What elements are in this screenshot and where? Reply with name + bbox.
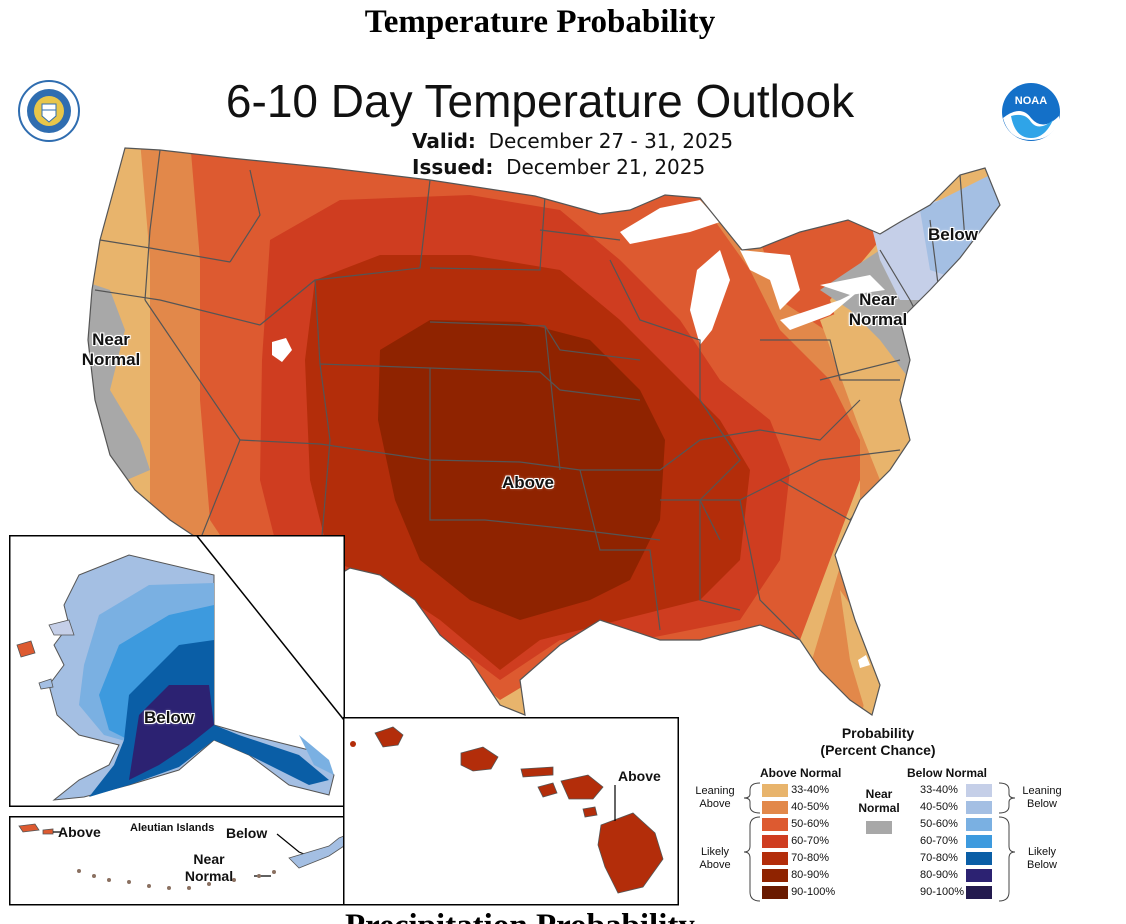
legend-range: 90-100% bbox=[791, 886, 836, 898]
aleutian-inset bbox=[9, 816, 345, 906]
legend-range: 50-60% bbox=[791, 818, 829, 830]
legend-swatch bbox=[762, 885, 788, 899]
issued-label: Issued: bbox=[412, 155, 494, 179]
legend-above-row: 33-40% bbox=[762, 783, 829, 797]
aleutian-above-label: Above bbox=[58, 824, 101, 840]
valid-label: Valid: bbox=[412, 129, 476, 153]
central-above-label: Above bbox=[502, 473, 554, 492]
noaa-logo-icon: NOAA bbox=[1002, 83, 1060, 141]
legend-swatch bbox=[966, 885, 992, 899]
legend-swatch bbox=[966, 817, 992, 831]
page-heading: Temperature Probability bbox=[364, 4, 716, 40]
commerce-seal-icon bbox=[18, 80, 80, 142]
legend-below-row: 50-60% bbox=[920, 817, 992, 831]
legend-brace-left-icon bbox=[743, 782, 761, 902]
legend-swatch bbox=[966, 868, 992, 882]
legend-brace-right-icon bbox=[998, 782, 1016, 902]
outlook-title: 6-10 Day Temperature Outlook bbox=[225, 75, 855, 127]
legend-near-normal-label: Near Normal bbox=[858, 787, 900, 815]
next-heading-text: Precipitation Probability bbox=[345, 910, 725, 924]
svg-text:NOAA: NOAA bbox=[1015, 95, 1047, 107]
legend-below-row: 40-50% bbox=[920, 800, 992, 814]
hawaii-above-label: Above bbox=[618, 768, 661, 784]
legend-swatch bbox=[762, 817, 788, 831]
legend-range: 90-100% bbox=[920, 886, 965, 898]
legend-range: 60-70% bbox=[920, 835, 958, 847]
legend-range: 60-70% bbox=[791, 835, 829, 847]
legend-likely-below: Likely Below bbox=[1027, 846, 1057, 871]
next-heading-fragment: Precipitation Probability bbox=[345, 910, 725, 924]
legend-above-row: 50-60% bbox=[762, 817, 829, 831]
legend-likely-above: Likely Above bbox=[699, 846, 731, 871]
legend-above-rows: 33-40% 40-50% 50-60% 60-70% 70-80% 80-90… bbox=[762, 783, 852, 903]
legend-range: 33-40% bbox=[791, 784, 829, 796]
northeast-near-normal-label: Near Normal bbox=[848, 290, 908, 329]
issued-line: Issued: December 21, 2025 bbox=[412, 155, 705, 179]
legend-swatch bbox=[762, 868, 788, 882]
west-near-normal-label: Near Normal bbox=[81, 330, 141, 369]
aleutian-title: Aleutian Islands bbox=[130, 822, 215, 834]
legend-below-row: 90-100% bbox=[920, 885, 992, 899]
legend-swatch bbox=[762, 834, 788, 848]
northeast-below-label: Below bbox=[927, 225, 979, 244]
legend-range: 70-80% bbox=[791, 852, 829, 864]
aleutian-near-normal-label: Near Normal bbox=[184, 851, 234, 884]
legend-above-header: Above Normal bbox=[760, 766, 842, 780]
legend-swatch bbox=[966, 834, 992, 848]
alaska-below-label: Below bbox=[143, 708, 195, 727]
legend-above-row: 80-90% bbox=[762, 868, 829, 882]
legend-above-row: 40-50% bbox=[762, 800, 829, 814]
legend-range: 50-60% bbox=[920, 818, 958, 830]
legend-above-row: 70-80% bbox=[762, 851, 829, 865]
legend-leaning-above: Leaning Above bbox=[695, 785, 735, 810]
legend-below-row: 70-80% bbox=[920, 851, 992, 865]
legend-swatch bbox=[966, 851, 992, 865]
legend-title: Probability (Percent Chance) bbox=[820, 725, 936, 758]
legend-below-rows: 33-40% 40-50% 50-60% 60-70% 70-80% 80-90… bbox=[920, 783, 1024, 903]
legend-below-row: 80-90% bbox=[920, 868, 992, 882]
legend-range: 80-90% bbox=[791, 869, 829, 881]
legend-near-normal-swatch bbox=[866, 821, 892, 834]
aleutian-below-label: Below bbox=[226, 825, 268, 841]
legend-swatch bbox=[762, 800, 788, 814]
alaska-inset bbox=[9, 535, 345, 807]
legend-above-row: 60-70% bbox=[762, 834, 829, 848]
legend-swatch bbox=[762, 783, 788, 797]
legend-range: 80-90% bbox=[920, 869, 958, 881]
legend-range: 70-80% bbox=[920, 852, 958, 864]
legend-swatch bbox=[966, 783, 992, 797]
hawaii-inset bbox=[343, 717, 679, 906]
legend-below-header: Below Normal bbox=[907, 766, 988, 780]
legend-above-row: 90-100% bbox=[762, 885, 835, 899]
legend-swatch bbox=[966, 800, 992, 814]
legend-swatch bbox=[762, 851, 788, 865]
legend-below-row: 60-70% bbox=[920, 834, 992, 848]
valid-value: December 27 - 31, 2025 bbox=[488, 129, 734, 153]
legend-range: 40-50% bbox=[920, 801, 958, 813]
legend-range: 40-50% bbox=[791, 801, 829, 813]
legend-range: 33-40% bbox=[920, 784, 958, 796]
legend-leaning-below: Leaning Below bbox=[1022, 785, 1062, 810]
valid-line: Valid: December 27 - 31, 2025 bbox=[412, 129, 733, 153]
issued-value: December 21, 2025 bbox=[506, 155, 706, 179]
legend-below-row: 33-40% bbox=[920, 783, 992, 797]
